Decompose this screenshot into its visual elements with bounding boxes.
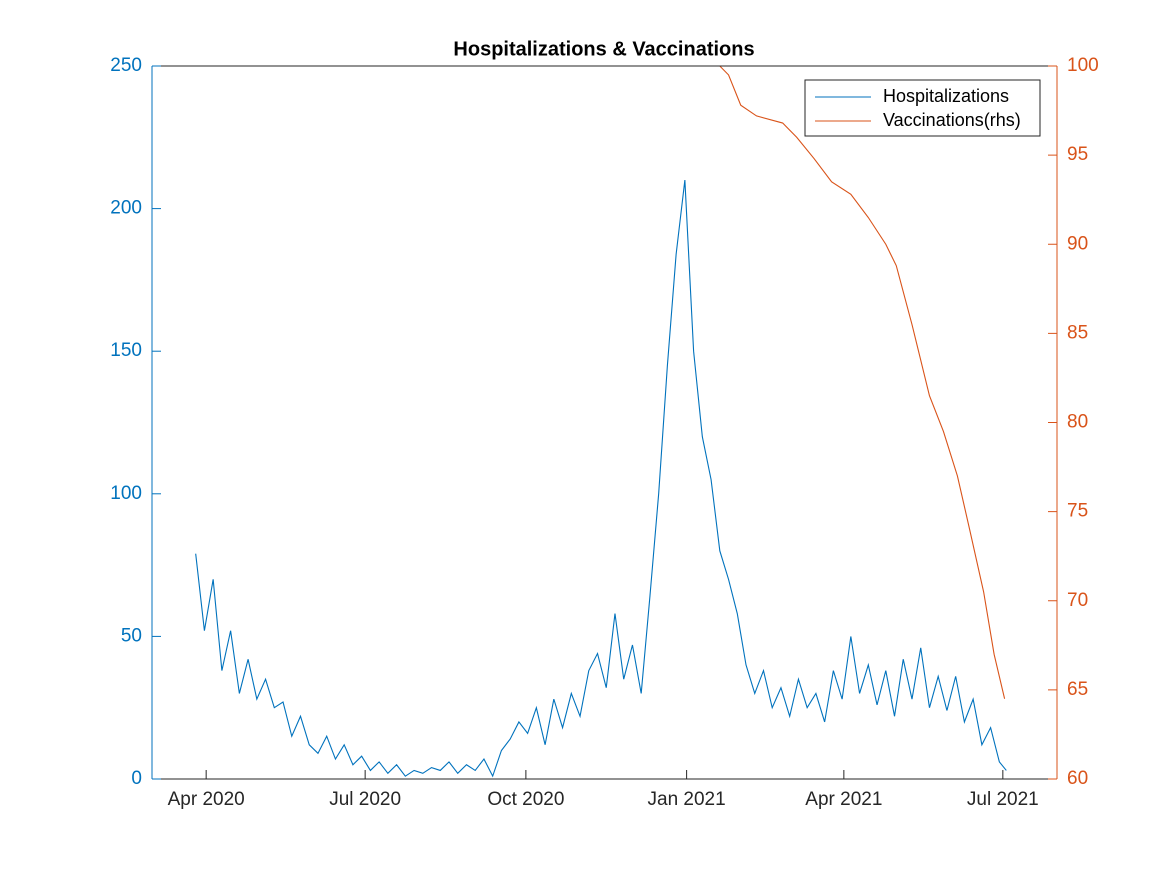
y2-tick-label: 70: [1067, 590, 1088, 611]
y2-tick-label: 65: [1067, 679, 1088, 700]
y2-tick-label: 75: [1067, 501, 1088, 522]
x-tick-label: Apr 2021: [805, 789, 882, 810]
legend-label: Vaccinations(rhs): [883, 110, 1021, 130]
y-tick-label: 50: [121, 625, 142, 646]
y2-tick-label: 80: [1067, 412, 1088, 433]
y2-tick-label: 100: [1067, 55, 1099, 76]
data-line: [152, 65, 1006, 699]
x-tick-label: Apr 2020: [168, 789, 245, 810]
y2-tick-label: 85: [1067, 322, 1088, 343]
y-tick-label: 250: [110, 55, 142, 76]
x-tick-label: Jan 2021: [648, 789, 726, 810]
y-tick-label: 200: [110, 198, 142, 219]
y2-tick-label: 90: [1067, 233, 1088, 254]
y-tick-label: 100: [110, 483, 142, 504]
chart-title: Hospitalizations & Vaccinations: [453, 38, 754, 60]
legend-box: [804, 79, 1041, 137]
y2-tick-label: 95: [1067, 144, 1088, 165]
y-tick-label: 0: [131, 768, 142, 789]
y-tick-label: 150: [110, 340, 142, 361]
y2-tick-label: 60: [1067, 768, 1088, 789]
x-tick-label: Jul 2021: [967, 789, 1039, 810]
x-tick-label: Oct 2020: [487, 789, 564, 810]
x-tick-label: Jul 2020: [329, 789, 401, 810]
legend-label: Hospitalizations: [883, 86, 1009, 106]
data-line: [195, 180, 1007, 778]
